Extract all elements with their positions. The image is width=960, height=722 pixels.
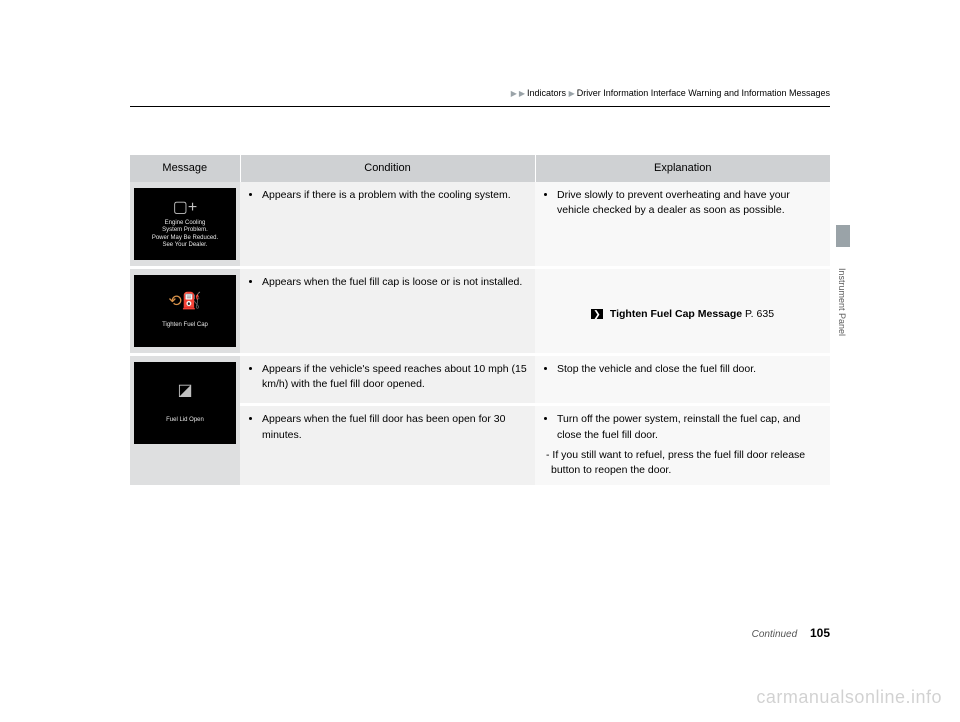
header-message: Message — [130, 155, 240, 182]
explanation-text: Drive slowly to prevent overheating and … — [557, 188, 822, 220]
chevron-icon: ▶ — [569, 89, 575, 98]
page-number: 105 — [810, 626, 830, 640]
table-header-row: Message Condition Explanation — [130, 155, 830, 182]
explanation-cell: Drive slowly to prevent overheating and … — [535, 182, 830, 268]
explanation-cell: Turn off the power system, reinstall the… — [535, 405, 830, 487]
dash-text: Tighten Fuel Cap — [162, 322, 208, 330]
condition-cell: Appears when the fuel fill door has been… — [240, 405, 535, 487]
fuel-cap-icon: ⟲⛽ — [168, 292, 201, 312]
page-content: ▶▶Indicators ▶Driver Information Interfa… — [130, 88, 830, 488]
xref-icon: ❯ — [591, 309, 603, 319]
message-cell: ◪ Fuel Lid Open — [130, 354, 240, 487]
dash-display: ▢+ Engine Cooling System Problem. Power … — [134, 188, 236, 260]
chevron-icon: ▶ — [519, 89, 525, 98]
xref-page: P. 635 — [745, 308, 774, 320]
section-tab — [836, 225, 850, 247]
watermark: carmanualsonline.info — [756, 687, 942, 708]
table-row: ⟲⛽ Tighten Fuel Cap Appears when the fue… — [130, 267, 830, 354]
condition-text: Appears if the vehicle's speed reaches a… — [262, 362, 527, 394]
chevron-icon: ▶ — [511, 89, 517, 98]
message-cell: ▢+ Engine Cooling System Problem. Power … — [130, 182, 240, 268]
explanation-cell: Stop the vehicle and close the fuel fill… — [535, 354, 830, 405]
explanation-text: Stop the vehicle and close the fuel fill… — [557, 362, 822, 378]
breadcrumb-part: Driver Information Interface Warning and… — [577, 88, 830, 98]
section-label: Instrument Panel — [837, 268, 847, 336]
dash-display: ⟲⛽ Tighten Fuel Cap — [134, 275, 236, 347]
condition-cell: Appears if the vehicle's speed reaches a… — [240, 354, 535, 405]
fuel-lid-icon: ◪ — [177, 381, 192, 401]
explanation-cell: ❯ Tighten Fuel Cap Message P. 635 — [535, 267, 830, 354]
cross-reference: ❯ Tighten Fuel Cap Message P. 635 — [543, 275, 822, 323]
header-condition: Condition — [240, 155, 535, 182]
dash-text: Fuel Lid Open — [166, 417, 204, 425]
condition-text: Appears when the fuel fill door has been… — [262, 412, 527, 444]
condition-text: Appears when the fuel fill cap is loose … — [262, 275, 527, 291]
dash-text: Engine Cooling System Problem. Power May… — [152, 220, 218, 250]
header-explanation: Explanation — [535, 155, 830, 182]
condition-cell: Appears if there is a problem with the c… — [240, 182, 535, 268]
breadcrumb: ▶▶Indicators ▶Driver Information Interfa… — [130, 88, 830, 107]
message-cell: ⟲⛽ Tighten Fuel Cap — [130, 267, 240, 354]
continued-label: Continued — [752, 629, 798, 640]
message-table: Message Condition Explanation ▢+ Engine … — [130, 155, 830, 488]
xref-label: Tighten Fuel Cap Message — [610, 308, 742, 320]
dash-display: ◪ Fuel Lid Open — [134, 362, 236, 444]
battery-icon: ▢+ — [173, 198, 197, 218]
condition-cell: Appears when the fuel fill cap is loose … — [240, 267, 535, 354]
page-footer: Continued 105 — [130, 626, 830, 640]
condition-text: Appears if there is a problem with the c… — [262, 188, 527, 204]
table-row: ▢+ Engine Cooling System Problem. Power … — [130, 182, 830, 268]
explanation-text: Turn off the power system, reinstall the… — [557, 412, 822, 444]
breadcrumb-part: Indicators — [527, 88, 566, 98]
explanation-sub: - If you still want to refuel, press the… — [543, 448, 822, 480]
table-row: ◪ Fuel Lid Open Appears if the vehicle's… — [130, 354, 830, 405]
